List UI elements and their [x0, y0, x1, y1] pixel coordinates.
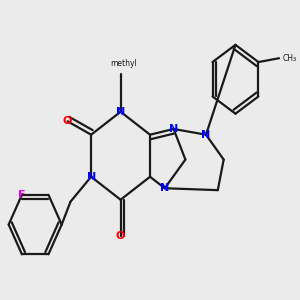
Text: N: N — [160, 183, 170, 193]
Text: N: N — [116, 107, 125, 117]
Text: N: N — [86, 172, 96, 182]
Text: CH₃: CH₃ — [283, 54, 297, 63]
Text: N: N — [201, 130, 211, 140]
Text: methyl: methyl — [110, 59, 137, 68]
Text: O: O — [116, 231, 125, 241]
Text: F: F — [18, 190, 26, 200]
Text: O: O — [63, 116, 72, 126]
Text: N: N — [169, 124, 178, 134]
